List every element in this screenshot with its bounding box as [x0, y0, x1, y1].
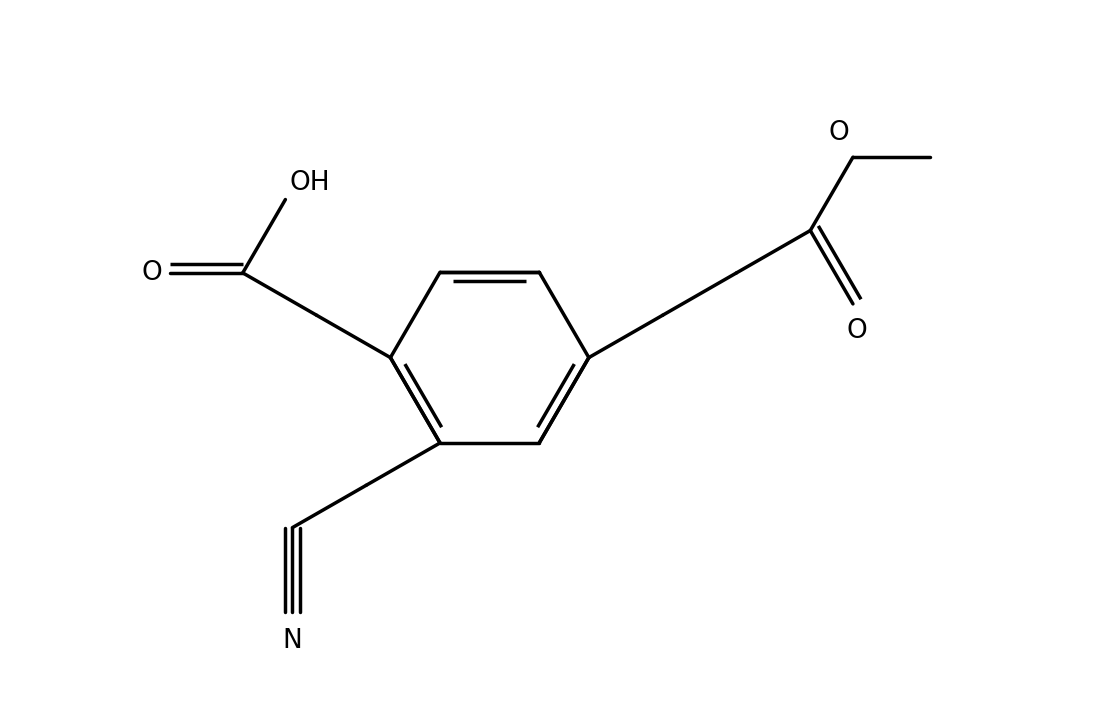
Text: O: O	[829, 119, 849, 145]
Text: O: O	[846, 318, 867, 344]
Text: N: N	[283, 628, 302, 654]
Text: O: O	[141, 260, 162, 286]
Text: OH: OH	[289, 170, 330, 196]
